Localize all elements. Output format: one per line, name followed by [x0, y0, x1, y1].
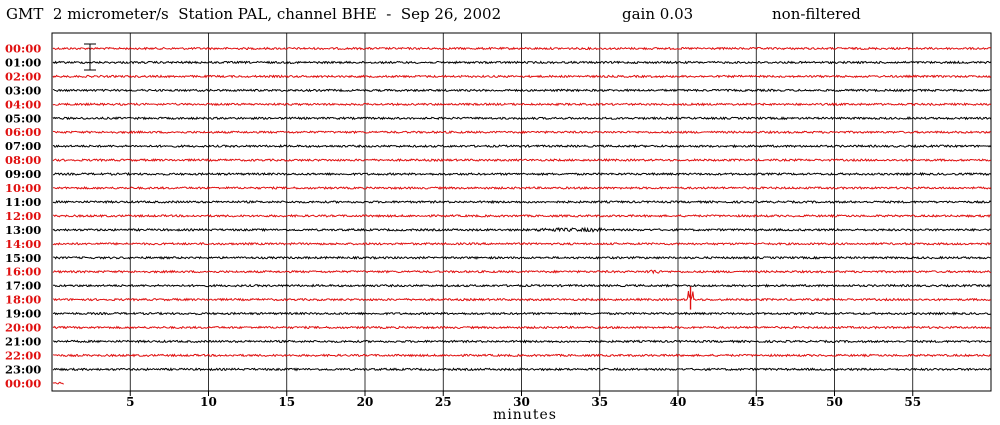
seismogram-trace: [52, 144, 992, 149]
minute-gridlines: [129, 33, 914, 391]
seismogram-trace: [52, 325, 992, 330]
hour-label: 00:00: [5, 376, 41, 390]
hour-label: 09:00: [5, 167, 41, 181]
seismogram-trace: [52, 158, 991, 163]
x-axis-ticks: 5 10 15 20 25 30 35 40 45 50 55: [126, 391, 921, 409]
hour-label: 05:00: [5, 111, 41, 125]
seismogram-trace: [52, 367, 992, 372]
x-axis-title: minutes: [493, 407, 557, 423]
hour-label: 18:00: [5, 293, 41, 307]
x-tick-label: 25: [435, 395, 452, 409]
seismogram-trace: [52, 116, 992, 121]
seismogram-trace: [52, 255, 991, 260]
hour-label: 12:00: [5, 209, 41, 223]
hour-label: 02:00: [5, 69, 41, 83]
x-tick-label: 20: [357, 395, 374, 409]
seismogram-trace: [52, 130, 992, 135]
hour-label: 19:00: [5, 307, 41, 321]
x-tick-label: 10: [200, 395, 217, 409]
x-tick-label: 40: [670, 395, 687, 409]
hour-label: 00:00: [5, 42, 41, 56]
hour-label: 04:00: [5, 97, 41, 111]
hour-label: 03:00: [5, 83, 41, 97]
hour-labels: 00:0001:0002:0003:0004:0005:0006:0007:00…: [5, 42, 41, 391]
x-tick-label: 15: [278, 395, 295, 409]
x-tick-label: 30: [513, 395, 530, 409]
seismogram-trace: [52, 74, 992, 79]
seismogram-trace: [52, 226, 992, 233]
x-tick-label: 50: [826, 395, 843, 409]
hour-label: 16:00: [5, 265, 41, 279]
seismogram-traces: [52, 46, 992, 385]
seismogram-trace: [52, 283, 991, 288]
x-tick-label: 5: [126, 395, 134, 409]
hour-label: 17:00: [5, 279, 41, 293]
hour-label: 14:00: [5, 237, 41, 251]
hour-label: 08:00: [5, 153, 41, 167]
seismogram-trace: [52, 88, 991, 93]
hour-label: 21:00: [5, 334, 41, 348]
seismogram-trace: [52, 290, 991, 302]
hour-label: 07:00: [5, 139, 41, 153]
seismogram-trace: [52, 339, 991, 344]
hour-label: 06:00: [5, 125, 41, 139]
hour-label: 15:00: [5, 251, 41, 265]
seismogram-trace: [52, 353, 992, 358]
x-tick-label: 55: [904, 395, 921, 409]
hour-label: 22:00: [5, 348, 41, 362]
seismogram-trace: [52, 171, 992, 177]
gain-label: gain 0.03: [622, 5, 694, 23]
chart-title: GMT 2 micrometer/s Station PAL, channel …: [6, 5, 502, 23]
seismogram-trace: [52, 241, 991, 246]
seismogram-trace: [52, 213, 991, 219]
seismogram-trace: [52, 46, 991, 51]
filter-label: non-filtered: [772, 5, 861, 23]
hour-label: 01:00: [5, 55, 41, 69]
hour-label: 20:00: [5, 321, 41, 335]
seismogram-trace: [52, 60, 992, 65]
x-tick-label: 35: [591, 395, 608, 409]
seismogram-trace: [52, 381, 64, 385]
hour-label: 23:00: [5, 362, 41, 376]
seismogram-trace: [52, 199, 992, 205]
seismogram-trace: [53, 185, 992, 190]
chart-header: GMT 2 micrometer/s Station PAL, channel …: [6, 5, 996, 23]
hour-label: 10:00: [5, 181, 41, 195]
scale-bar: [84, 43, 96, 71]
x-tick-label: 45: [748, 395, 765, 409]
seismogram-trace: [52, 102, 992, 107]
hour-label: 13:00: [5, 223, 41, 237]
seismogram-trace: [52, 269, 991, 275]
hour-label: 11:00: [5, 195, 41, 209]
seismogram-trace: [52, 311, 992, 316]
